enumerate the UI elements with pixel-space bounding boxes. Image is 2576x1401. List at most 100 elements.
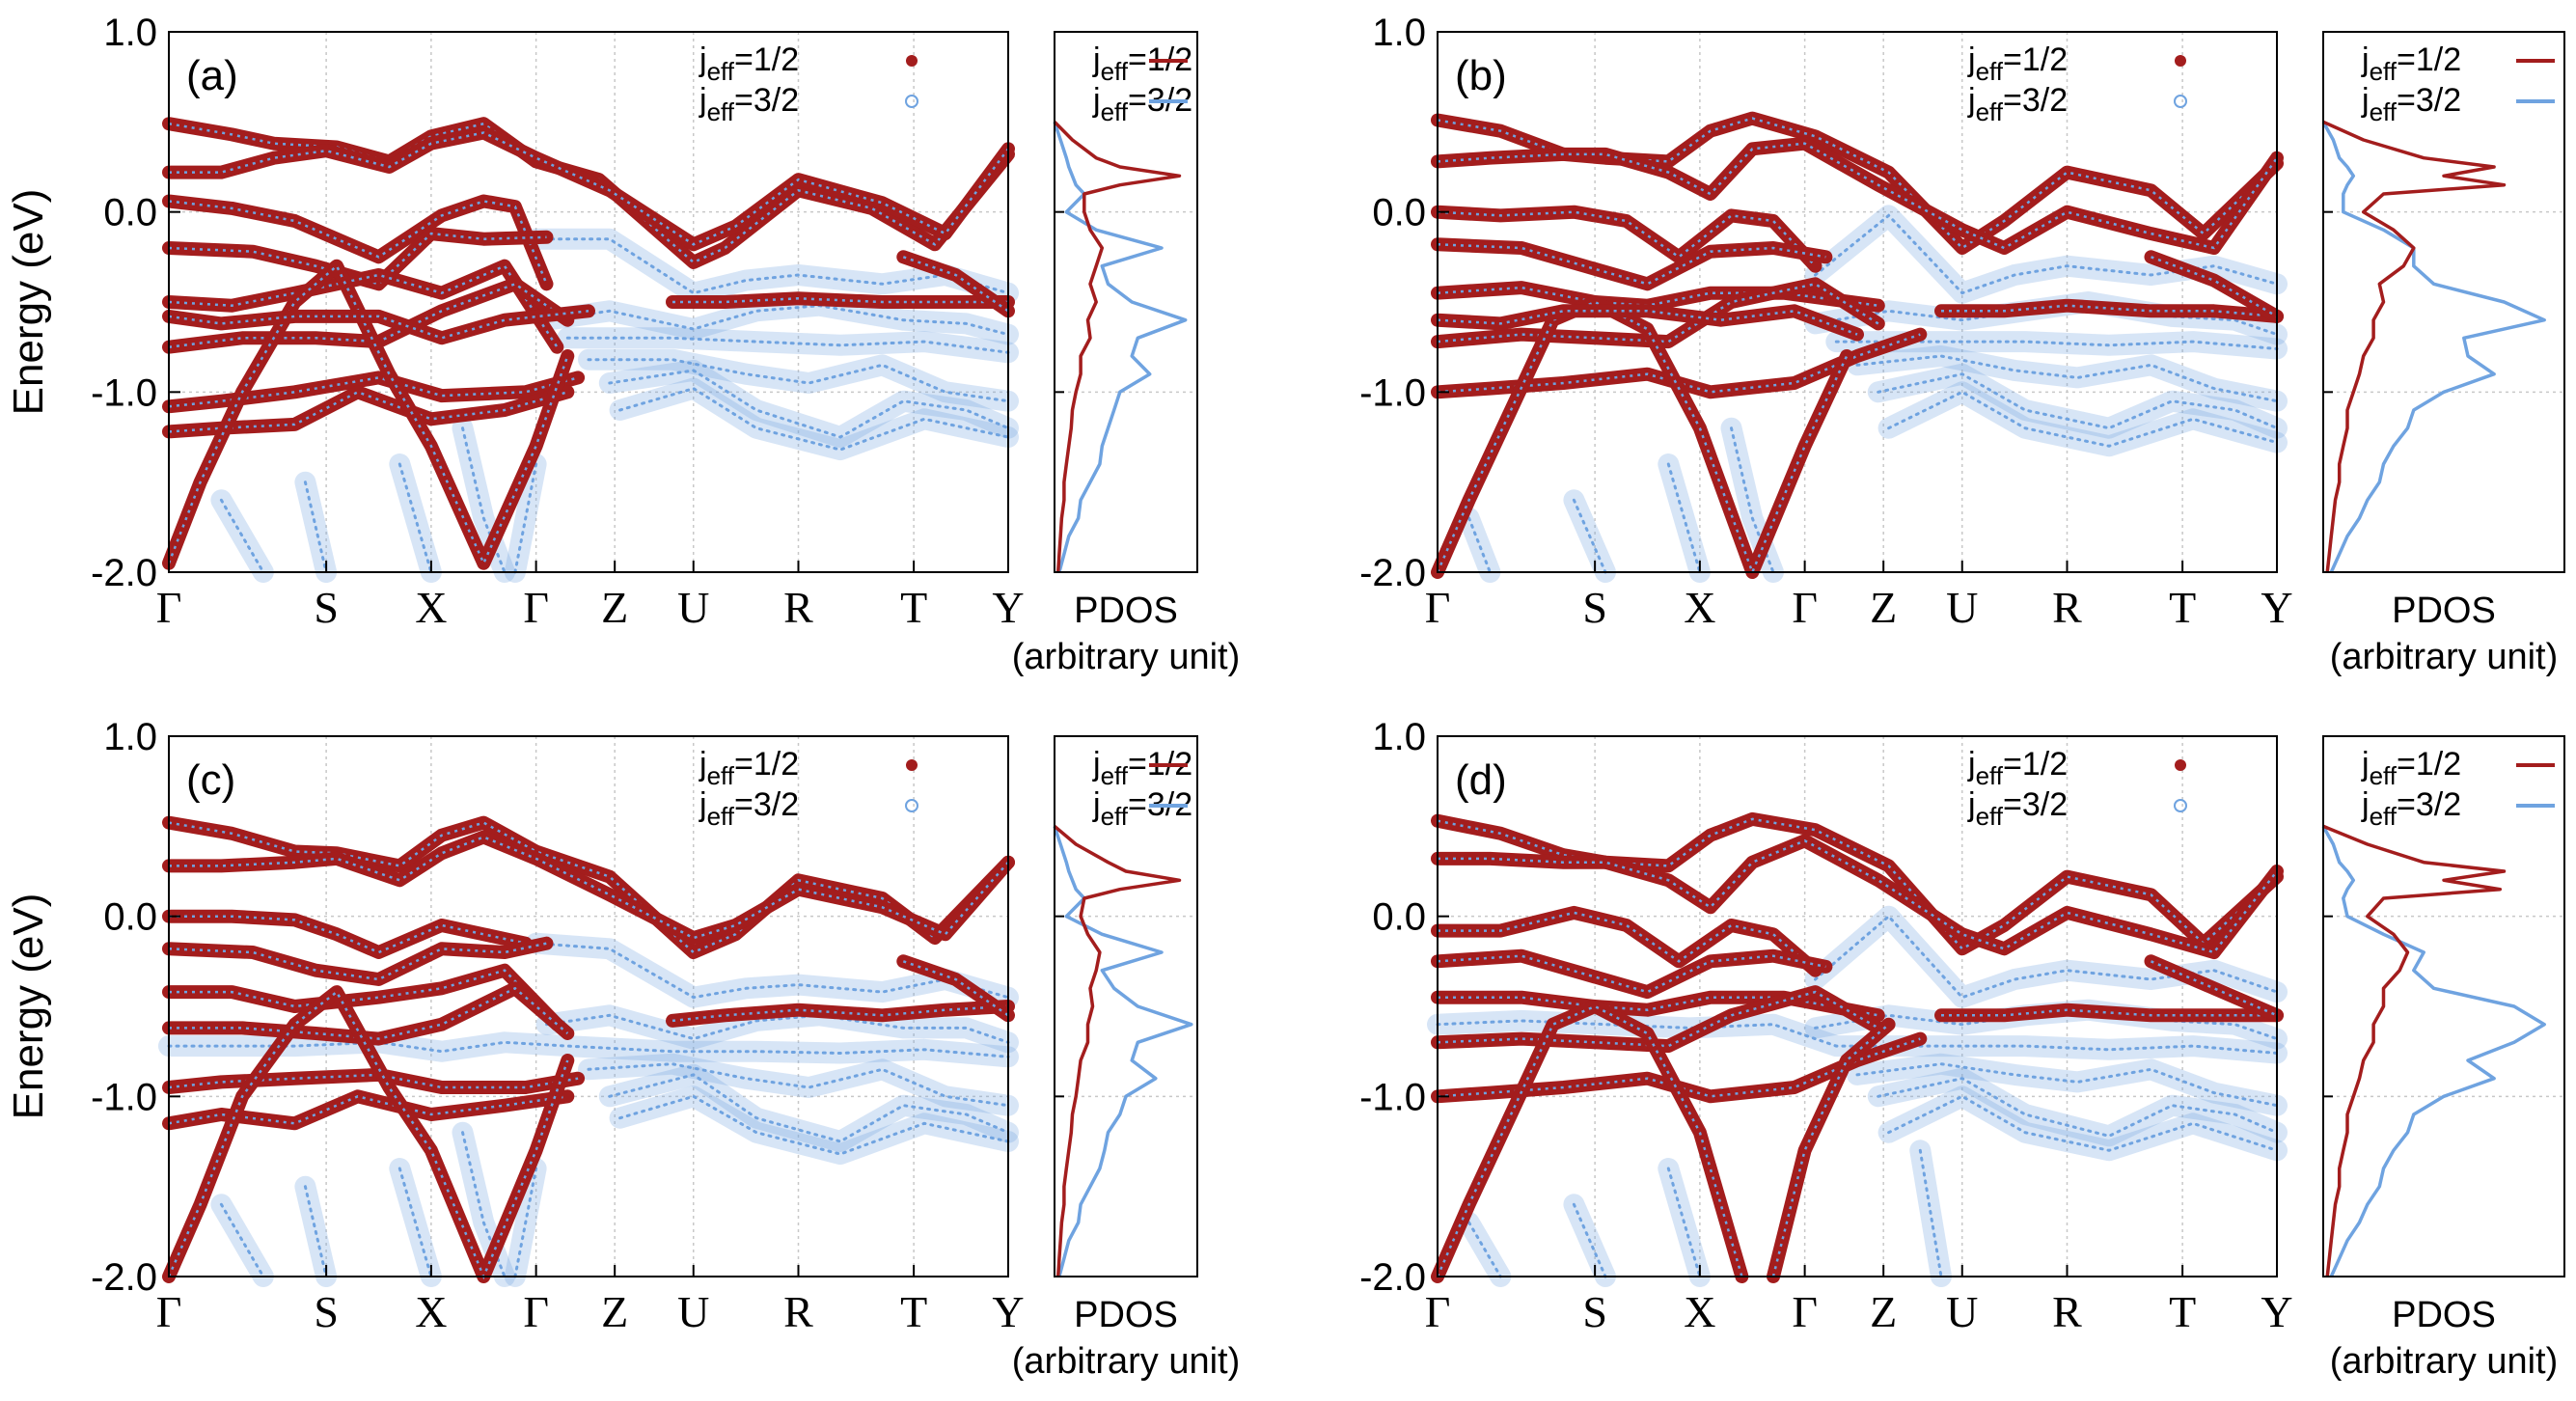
k-point-label: S	[314, 583, 339, 632]
band-jeff12-overlay	[168, 390, 568, 433]
pdos-legend-label-jeff12: jeff=1/2	[1092, 41, 1192, 86]
k-point-label: X	[415, 1287, 447, 1336]
panel-b: 1.00.0-1.0-2.0Γ S X Γ Z U R T Y(b) jeff=1/2jeff=3…	[1359, 12, 2565, 677]
k-point-label: Z	[601, 1287, 628, 1336]
y-tick-label: -1.0	[91, 1076, 157, 1118]
band-jeff32-core	[461, 426, 507, 574]
band-jeff12-overlay	[1438, 838, 2278, 954]
k-point-label: S	[1582, 583, 1607, 632]
y-tick-label: -2.0	[1359, 1256, 1426, 1299]
band-jeff32-core	[1855, 1062, 2279, 1108]
band-jeff32-core	[618, 1094, 1010, 1156]
band-jeff12	[1431, 237, 1833, 291]
k-point-label: Y	[992, 583, 1024, 632]
band-jeff32-core	[1855, 354, 2279, 403]
band-jeff12	[162, 227, 554, 291]
k-point-label: U	[1946, 583, 1978, 632]
band-jeff12	[666, 1000, 1015, 1028]
pdos-legend-label-jeff32: jeff=3/2	[2361, 786, 2461, 831]
y-axis-title: Energy (eV)	[5, 893, 52, 1120]
legend-marker-jeff12	[906, 55, 918, 67]
k-point-label: Z	[1870, 1287, 1897, 1336]
band-jeff32-core	[1814, 1008, 2279, 1041]
pdos-curve-jeff12	[1053, 121, 1182, 573]
y-tick-label: 0.0	[1372, 192, 1426, 234]
panel-label: (c)	[186, 756, 235, 804]
k-point-label: T	[900, 1287, 927, 1336]
band-jeff12	[1431, 948, 1833, 1000]
y-tick-label: -1.0	[91, 371, 157, 414]
y-tick-label: 0.0	[1372, 896, 1426, 939]
k-point-label: U	[677, 1287, 709, 1336]
band-jeff32-core	[534, 942, 1010, 1000]
plot-frame	[168, 735, 1009, 1277]
plot-frame	[168, 31, 1009, 573]
y-tick-label: -1.0	[1359, 371, 1426, 414]
y-tick-label: 0.0	[103, 896, 157, 939]
pdos-legend-label-jeff32: jeff=3/2	[1092, 786, 1192, 831]
band-jeff32-core	[587, 1062, 1010, 1108]
band-jeff12	[2144, 954, 2284, 1023]
band-jeff12-overlay	[1437, 243, 1826, 286]
legend-label-jeff12: jeff=1/2	[699, 746, 799, 790]
k-point-label: T	[900, 583, 927, 632]
band-jeff12-overlay	[1436, 1004, 1743, 1277]
legend-label-jeff12: jeff=1/2	[1967, 41, 2068, 86]
band-jeff12-overlay	[1771, 1023, 1890, 1277]
band-jeff32-core	[1814, 300, 2279, 337]
k-point-label: Z	[1870, 583, 1897, 632]
band-jeff32-core	[608, 369, 1010, 439]
k-point-label: Y	[2261, 583, 2292, 632]
band-jeff32-core	[1436, 1019, 2279, 1055]
band-jeff12-overlay	[169, 915, 527, 954]
band-jeff12	[1431, 277, 1885, 349]
pdos-legend-label-jeff32: jeff=3/2	[1092, 82, 1192, 126]
pdos-frame	[2322, 735, 2565, 1277]
band-jeff12	[1934, 1003, 2284, 1023]
band-jeff32-core	[219, 498, 265, 574]
band-jeff12-overlay	[168, 200, 548, 285]
band-jeff32-core	[513, 462, 538, 574]
pdos-legend-label-jeff32: jeff=3/2	[2361, 82, 2461, 126]
k-point-label: Γ	[156, 1287, 182, 1336]
pdos-frame	[1054, 31, 1198, 573]
band-jeff12-overlay	[1437, 142, 2279, 250]
band-jeff12-overlay	[1437, 210, 1817, 267]
k-point-label: Γ	[1425, 583, 1451, 632]
band-jeff12	[162, 1067, 586, 1094]
legend-marker-jeff32	[2174, 95, 2187, 108]
band-jeff32-core	[618, 386, 1010, 452]
pdos-title: PDOS	[2392, 591, 2496, 631]
pdos-curve-jeff12	[1053, 824, 1182, 1277]
band-jeff32-core	[303, 481, 328, 574]
k-point-label: X	[1684, 1287, 1715, 1336]
band-jeff32-core	[1887, 390, 2279, 448]
band-jeff12	[666, 291, 1015, 309]
band-jeff12-overlay	[1438, 911, 1817, 972]
band-jeff32-core	[1834, 340, 2279, 350]
k-point-label: Γ	[523, 1287, 549, 1336]
pdos-curve-jeff12	[2322, 120, 2507, 573]
k-point-label: S	[1582, 1287, 1607, 1336]
pdos-title: PDOS	[1074, 1295, 1178, 1335]
band-jeff12-overlay	[167, 990, 569, 1280]
pdos-curve-jeff32	[2321, 825, 2546, 1277]
legend-marker-jeff32	[905, 95, 918, 108]
band-jeff32-core	[565, 336, 1010, 354]
panel-c: 1.00.0-1.0-2.0Γ S X Γ Z U R T Y(c) jeff=1/2jeff=3…	[5, 716, 1240, 1382]
plot-frame	[1437, 735, 2278, 1277]
pdos-curve-jeff32	[1053, 825, 1193, 1277]
k-point-label: Y	[992, 1287, 1024, 1336]
legend-marker-jeff32	[2174, 799, 2187, 812]
legend-label-jeff12: jeff=1/2	[1967, 746, 2068, 790]
k-point-label: X	[415, 583, 447, 632]
band-jeff12-overlay	[168, 310, 589, 340]
band-jeff12-overlay	[168, 1094, 568, 1125]
legend-marker-jeff12	[2175, 759, 2186, 771]
pdos-unit-label: (arbitrary unit)	[2330, 637, 2559, 677]
band-jeff12	[162, 936, 554, 986]
pdos-curve-jeff32	[2321, 121, 2546, 573]
k-point-label: R	[783, 1287, 813, 1336]
k-point-label: R	[2052, 1287, 2082, 1336]
band-jeff32-core	[1572, 498, 1607, 574]
